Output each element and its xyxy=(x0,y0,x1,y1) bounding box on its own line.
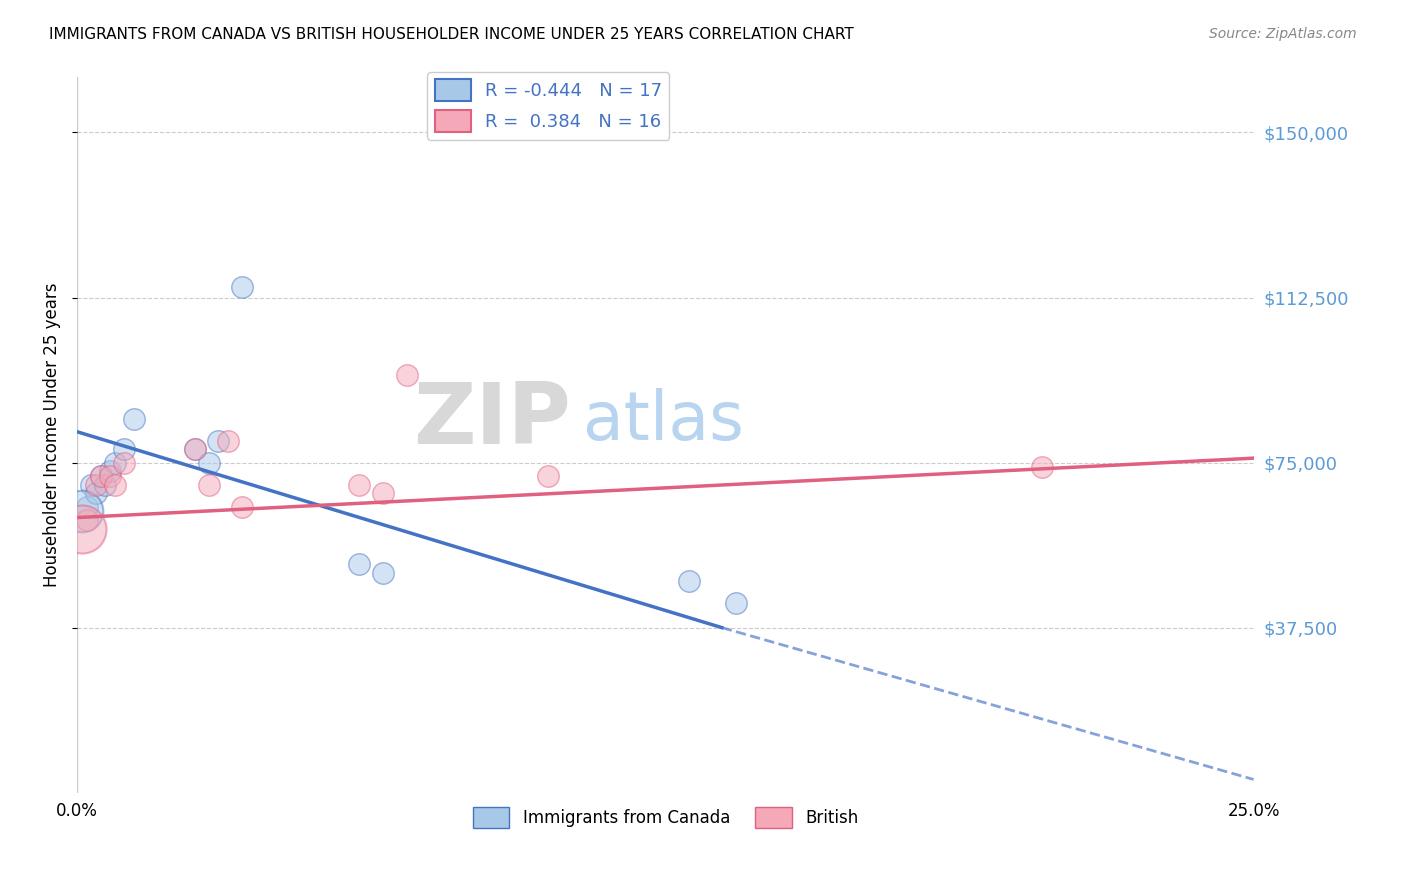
Point xyxy=(112,442,135,457)
Point xyxy=(198,456,221,470)
Point xyxy=(678,574,700,589)
Point xyxy=(70,522,93,536)
Point xyxy=(112,456,135,470)
Point xyxy=(84,477,107,491)
Point xyxy=(207,434,229,448)
Point xyxy=(104,477,127,491)
Point xyxy=(1031,459,1053,474)
Point xyxy=(84,486,107,500)
Point xyxy=(90,468,112,483)
Text: atlas: atlas xyxy=(583,388,744,454)
Point xyxy=(231,279,253,293)
Point xyxy=(371,566,394,580)
Point xyxy=(349,557,371,571)
Point xyxy=(104,456,127,470)
Text: Source: ZipAtlas.com: Source: ZipAtlas.com xyxy=(1209,27,1357,41)
Point xyxy=(537,468,560,483)
Point xyxy=(184,442,207,457)
Point xyxy=(395,368,418,382)
Y-axis label: Householder Income Under 25 years: Householder Income Under 25 years xyxy=(44,283,60,587)
Point xyxy=(70,504,93,518)
Point xyxy=(217,434,239,448)
Point xyxy=(98,468,121,483)
Point xyxy=(724,596,747,610)
Point xyxy=(80,477,103,491)
Point xyxy=(90,468,112,483)
Legend: Immigrants from Canada, British: Immigrants from Canada, British xyxy=(465,801,865,834)
Text: IMMIGRANTS FROM CANADA VS BRITISH HOUSEHOLDER INCOME UNDER 25 YEARS CORRELATION : IMMIGRANTS FROM CANADA VS BRITISH HOUSEH… xyxy=(49,27,853,42)
Point xyxy=(76,513,98,527)
Point xyxy=(94,477,117,491)
Point xyxy=(76,500,98,514)
Point xyxy=(371,486,394,500)
Point xyxy=(349,477,371,491)
Point xyxy=(198,477,221,491)
Point xyxy=(231,500,253,514)
Point xyxy=(122,411,145,425)
Text: ZIP: ZIP xyxy=(413,379,571,462)
Point xyxy=(98,464,121,478)
Point xyxy=(184,442,207,457)
